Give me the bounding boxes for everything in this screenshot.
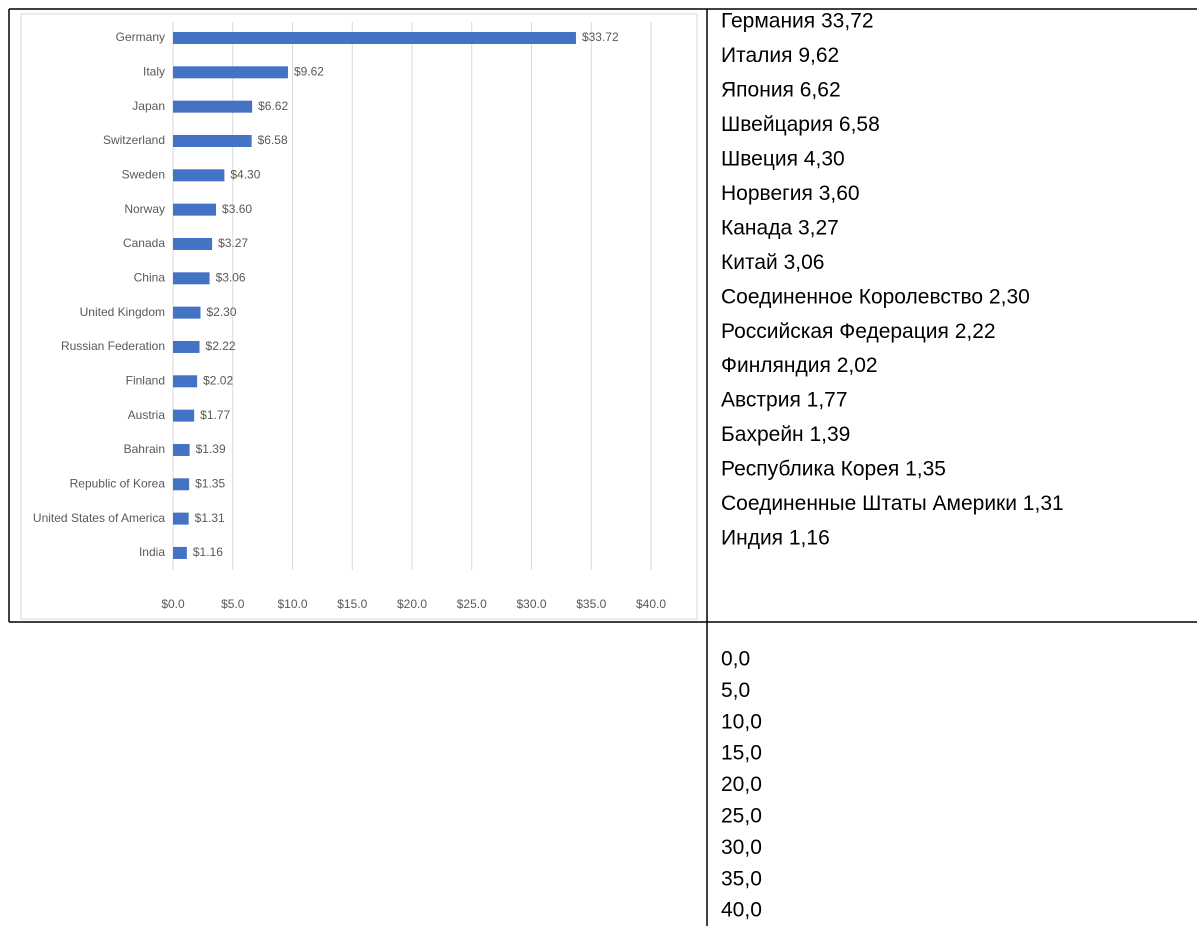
category-label: Norway <box>124 202 165 216</box>
x-tick-label: $25.0 <box>457 597 487 611</box>
category-label: Republic of Korea <box>70 476 166 490</box>
data-label: $4.30 <box>230 167 260 181</box>
x-tick-label: $30.0 <box>516 597 546 611</box>
bar <box>173 443 190 456</box>
cell-line: Канада 3,27 <box>721 216 839 239</box>
x-tick-label: $35.0 <box>576 597 606 611</box>
bar <box>173 134 252 147</box>
bar <box>173 169 225 182</box>
cell-line: Норвегия 3,60 <box>721 182 860 205</box>
category-label: Japan <box>132 99 165 113</box>
cell-line: Индия 1,16 <box>721 527 830 550</box>
category-label: China <box>134 270 166 284</box>
data-label: $6.58 <box>258 133 288 147</box>
x-tick-label: $5.0 <box>221 597 245 611</box>
data-label: $1.31 <box>195 511 225 525</box>
bar <box>173 512 189 525</box>
data-label: $33.72 <box>582 30 619 44</box>
cell-line: Соединенные Штаты Америки 1,31 <box>721 492 1064 515</box>
bar <box>173 32 576 44</box>
cell-line: 30,0 <box>721 836 762 859</box>
category-label: Austria <box>128 408 166 422</box>
x-tick-label: $15.0 <box>337 597 367 611</box>
category-label: Germany <box>116 30 165 44</box>
bar <box>173 546 187 559</box>
cell-line: Соединенное Королевство 2,30 <box>721 285 1030 308</box>
category-label: India <box>139 545 165 559</box>
cell-line: Германия 33,72 <box>721 10 874 33</box>
category-label: Switzerland <box>103 133 165 147</box>
cell-line: Российская Федерация 2,22 <box>721 320 996 343</box>
cell-line: 20,0 <box>721 773 762 796</box>
cell-line: 10,0 <box>721 710 762 733</box>
cell-text: Германия 33,72 Италия 9,62 Япония 6,62 Швей… <box>721 10 1064 922</box>
bar <box>173 237 213 250</box>
data-label: $3.60 <box>222 202 252 216</box>
x-tick-label: $20.0 <box>397 597 427 611</box>
cell-line: Швейцария 6,58 <box>721 113 880 136</box>
chart: $0.0 $5.0 $10.0 $15.0 $20.0 $25.0 $30.0 $35.0 $4… <box>33 22 666 611</box>
cell-line: Финляндия 2,02 <box>721 354 878 377</box>
category-label: United Kingdom <box>80 305 165 319</box>
bar <box>173 375 198 388</box>
cell-line: Италия 9,62 <box>721 44 839 67</box>
cell-line: Китай 3,06 <box>721 251 824 274</box>
bar <box>173 66 288 79</box>
category-label: Russian Federation <box>61 339 165 353</box>
x-tick-label: $10.0 <box>277 597 307 611</box>
data-label: $3.27 <box>218 236 248 250</box>
cell-line: Австрия 1,77 <box>721 389 848 412</box>
data-label: $2.30 <box>206 305 236 319</box>
data-label: $9.62 <box>294 65 324 79</box>
category-label: Finland <box>126 373 165 387</box>
data-label: $1.35 <box>195 476 225 490</box>
cell-line: 15,0 <box>721 742 762 765</box>
bar <box>173 340 200 353</box>
cell-line: Япония 6,62 <box>721 78 841 101</box>
cell-line: 35,0 <box>721 867 762 890</box>
cell-line: Швеция 4,30 <box>721 147 845 170</box>
bar <box>173 203 217 216</box>
cell-line: 5,0 <box>721 679 750 702</box>
data-label: $6.62 <box>258 99 288 113</box>
category-label: Canada <box>123 236 165 250</box>
cell-line: Республика Корея 1,35 <box>721 458 946 481</box>
cell-line: 40,0 <box>721 899 762 922</box>
bar <box>173 478 190 491</box>
data-label: $1.16 <box>193 545 223 559</box>
data-label: $1.77 <box>200 408 230 422</box>
data-label: $1.39 <box>196 442 226 456</box>
table-borders <box>8 8 1197 926</box>
bar <box>173 409 195 422</box>
category-label: United States of America <box>33 511 165 525</box>
bar <box>173 306 201 319</box>
chart-frame <box>20 13 698 620</box>
bar <box>173 272 210 285</box>
data-label: $2.22 <box>206 339 236 353</box>
category-label: Sweden <box>122 167 165 181</box>
cell-line: 25,0 <box>721 805 762 828</box>
cell-line: 0,0 <box>721 648 750 671</box>
bar <box>173 100 253 113</box>
cell-line: Бахрейн 1,39 <box>721 423 850 446</box>
category-label: Bahrain <box>124 442 165 456</box>
x-tick-label: $0.0 <box>161 597 185 611</box>
data-label: $2.02 <box>203 373 233 387</box>
x-tick-label: $40.0 <box>636 597 666 611</box>
category-label: Italy <box>143 65 165 79</box>
data-label: $3.06 <box>216 270 246 284</box>
